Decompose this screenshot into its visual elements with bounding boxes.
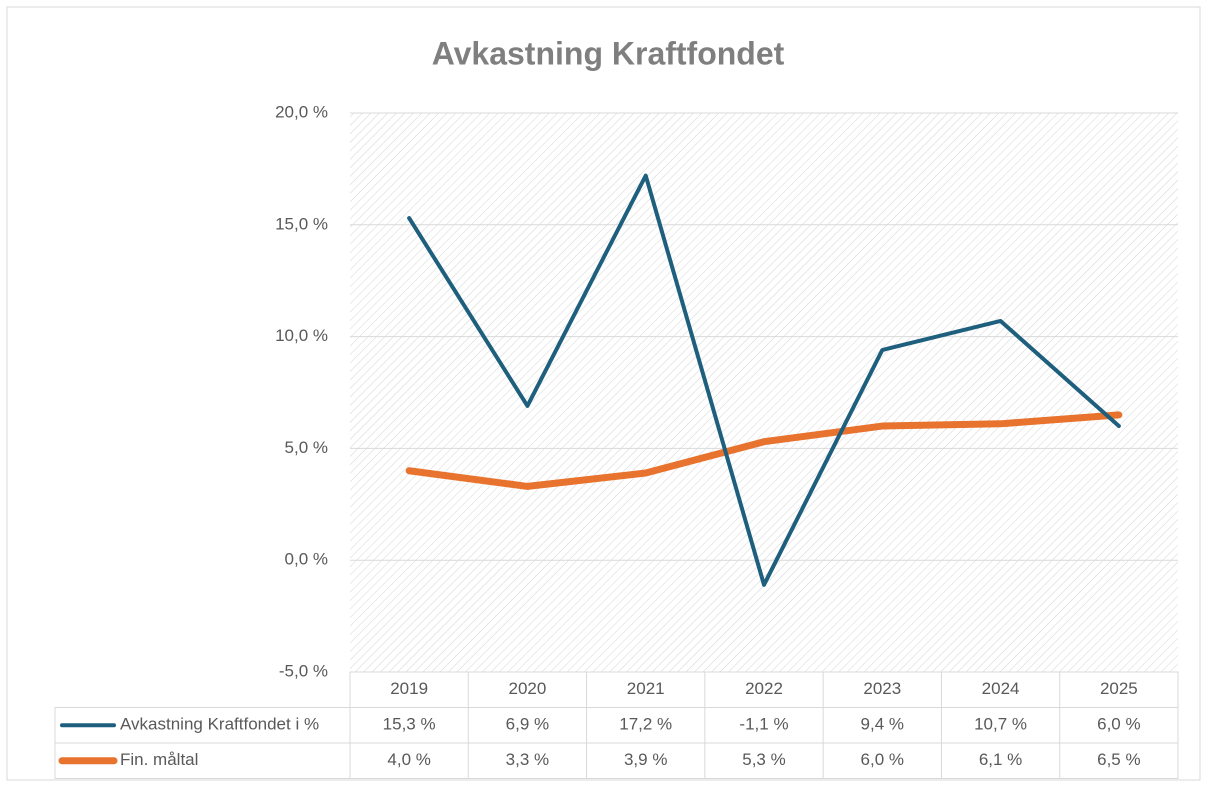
x-tick-label: 2019 bbox=[390, 679, 428, 698]
table-value: 9,4 % bbox=[861, 715, 904, 734]
table-value: 17,2 % bbox=[619, 715, 672, 734]
table-value: 6,0 % bbox=[861, 750, 904, 769]
x-tick-label: 2025 bbox=[1100, 679, 1138, 698]
table-value: -1,1 % bbox=[739, 715, 788, 734]
y-tick-label: 5,0 % bbox=[285, 438, 328, 457]
table-value: 3,3 % bbox=[506, 750, 549, 769]
x-tick-label: 2021 bbox=[627, 679, 665, 698]
y-tick-label: 20,0 % bbox=[275, 102, 328, 121]
table-value: 15,3 % bbox=[383, 715, 436, 734]
plot-area bbox=[350, 113, 1178, 672]
table-value: 6,1 % bbox=[979, 750, 1022, 769]
x-tick-label: 2022 bbox=[745, 679, 783, 698]
legend-label: Avkastning Kraftfondet i % bbox=[120, 715, 319, 734]
series-line bbox=[407, 173, 1121, 587]
x-tick-label: 2020 bbox=[509, 679, 547, 698]
x-tick-label: 2023 bbox=[863, 679, 901, 698]
table-value: 5,3 % bbox=[742, 750, 785, 769]
x-tick-label: 2024 bbox=[982, 679, 1020, 698]
series-line bbox=[405, 411, 1123, 490]
table-value: 4,0 % bbox=[387, 750, 430, 769]
chart-title: Avkastning Kraftfondet bbox=[432, 35, 785, 71]
y-tick-label: 0,0 % bbox=[285, 550, 328, 569]
table-value: 3,9 % bbox=[624, 750, 667, 769]
legend-label: Fin. måltal bbox=[120, 750, 198, 769]
table-value: 6,9 % bbox=[506, 715, 549, 734]
table-value: 6,5 % bbox=[1097, 750, 1140, 769]
y-tick-label: -5,0 % bbox=[279, 661, 328, 680]
y-tick-label: 15,0 % bbox=[275, 214, 328, 233]
y-tick-label: 10,0 % bbox=[275, 326, 328, 345]
table-cell bbox=[54, 742, 1179, 779]
table-value: 10,7 % bbox=[974, 715, 1027, 734]
table-value: 6,0 % bbox=[1097, 715, 1140, 734]
